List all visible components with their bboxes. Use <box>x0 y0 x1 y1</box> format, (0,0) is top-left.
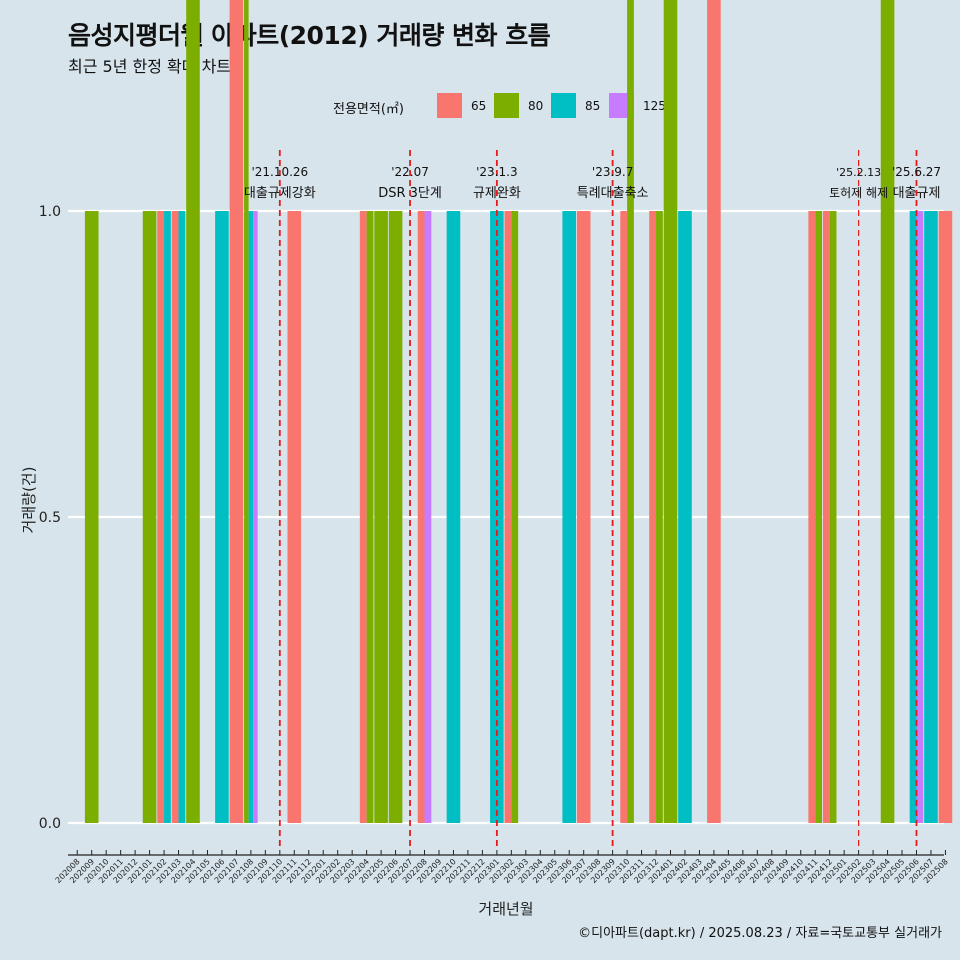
event-label: 특례대출축소 <box>577 186 649 201</box>
event-date: '21.10.26 <box>251 165 308 179</box>
event-label: 토허제 해제 <box>829 186 888 200</box>
bar-202404-65 <box>707 0 721 823</box>
bar-202111-65 <box>287 211 302 823</box>
event-date: '23.1.3 <box>476 165 517 179</box>
y-tick-label: 0.0 <box>39 816 61 832</box>
bar-202210-85 <box>446 211 461 823</box>
event-date: '25.2.13 <box>836 166 881 179</box>
event-date: '22.07 <box>391 165 429 179</box>
legend-label-80: 80 <box>528 99 544 113</box>
y-axis-title: 거래량(건) <box>20 467 38 534</box>
bar-202103-85 <box>178 211 186 823</box>
event-date: '23.9.7 <box>592 165 633 179</box>
bar-202206-80 <box>388 211 403 823</box>
bar-202412-80 <box>829 211 837 823</box>
bar-202101-80 <box>142 211 157 823</box>
event-label: 규제완화 <box>473 186 521 201</box>
bar-202507-85 <box>924 211 938 823</box>
source-credit: ©디아파트(dapt.kr) / 2025.08.23 / 자료=국토교통부 실… <box>578 926 942 941</box>
legend-swatch-85 <box>551 93 576 118</box>
bar-202205-80 <box>374 211 388 823</box>
y-tick-label: 1.0 <box>39 204 61 220</box>
bar-202204-65 <box>359 211 367 823</box>
bar-202504-80 <box>880 0 895 823</box>
legend-label-125: 125 <box>643 99 666 113</box>
bar-202208-65 <box>417 211 425 823</box>
bar-202103-65 <box>171 211 179 823</box>
bar-202411-65 <box>808 211 816 823</box>
event-label: 대출규제강화 <box>244 186 316 201</box>
bar-202108-85 <box>248 211 254 823</box>
bar-202302-65 <box>504 211 512 823</box>
bar-202411-80 <box>815 211 823 823</box>
legend-label-65: 65 <box>471 99 487 113</box>
legend-swatch-65 <box>437 93 462 118</box>
bar-202508-65 <box>938 211 953 823</box>
event-date: '25.6.27 <box>892 165 941 179</box>
bar-202108-125 <box>253 211 258 823</box>
bar-202302-80 <box>511 211 519 823</box>
x-axis-title: 거래년월 <box>478 900 533 918</box>
bar-202107-65 <box>229 0 244 823</box>
bar-202208-125 <box>424 211 432 823</box>
y-tick-label: 0.5 <box>39 510 61 526</box>
legend-label-85: 85 <box>585 99 601 113</box>
bar-202009-80 <box>84 211 99 823</box>
bar-202312-80 <box>656 211 663 823</box>
bar-202307-65 <box>576 211 591 823</box>
bar-202106-85 <box>215 211 229 823</box>
bar-202310-65 <box>620 211 628 823</box>
event-label: DSR 3단계 <box>378 186 442 201</box>
bar-202108-80 <box>244 0 249 823</box>
bar-202102-85 <box>164 211 171 823</box>
bar-202102-65 <box>157 211 165 823</box>
bar-202401-80 <box>663 0 678 823</box>
bar-202301-85 <box>490 211 504 823</box>
legend-swatch-80 <box>494 93 519 118</box>
event-label: 대출규제 <box>893 186 941 201</box>
bar-202506-125 <box>916 211 924 823</box>
bar-202306-85 <box>562 211 577 823</box>
bar-202412-65 <box>822 211 830 823</box>
bar-202104-80 <box>186 0 200 823</box>
bar-202310-80 <box>627 0 634 823</box>
bar-202506-85 <box>909 211 917 823</box>
bar-202204-80 <box>366 211 374 823</box>
legend-title: 전용면적(㎡) <box>333 102 404 117</box>
bar-202312-65 <box>649 211 657 823</box>
chart-title: 음성지평더웰 아파트(2012) 거래량 변화 흐름 <box>68 21 551 50</box>
bar-202402-85 <box>678 211 692 823</box>
